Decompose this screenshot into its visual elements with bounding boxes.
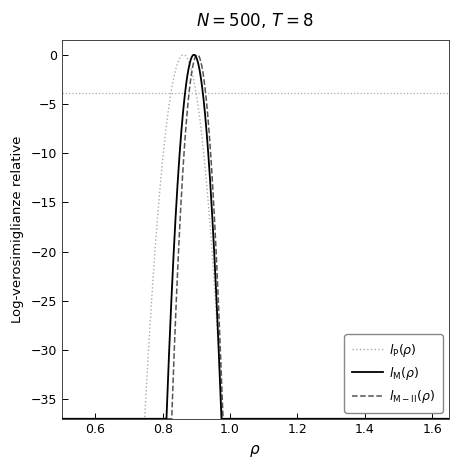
X-axis label: $\rho$: $\rho$	[249, 443, 260, 459]
Y-axis label: Log-verosimiglianze relative: Log-verosimiglianze relative	[11, 136, 24, 323]
Legend: $l_{\mathrm{P}}(\rho)$, $l_{\mathrm{M}}(\rho)$, $l_{\mathrm{M-II}}(\rho)$: $l_{\mathrm{P}}(\rho)$, $l_{\mathrm{M}}(…	[343, 334, 442, 413]
Title: $N=500,\, T=8$: $N=500,\, T=8$	[196, 11, 313, 30]
